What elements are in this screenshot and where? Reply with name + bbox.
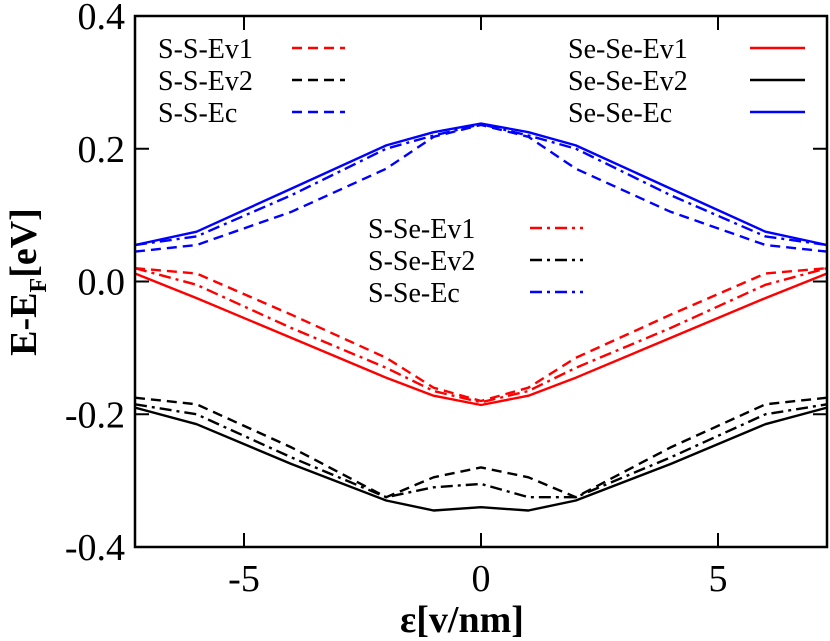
tick-marks bbox=[135, 15, 827, 548]
series-line-s-se-ec bbox=[134, 122, 828, 247]
y-tick-label: -0.2 bbox=[65, 394, 125, 436]
x-tick-label: -5 bbox=[228, 558, 260, 600]
plot-frame bbox=[133, 14, 829, 549]
legend-label-s-s-ev1: S-S-Ev1 bbox=[158, 34, 253, 65]
series-line-se-se-ev2 bbox=[134, 406, 828, 512]
legend-label-se-se-ec: Se-Se-Ec bbox=[568, 98, 672, 129]
series-line-s-s-ev1 bbox=[134, 267, 828, 403]
legend-label-s-s-ec: S-S-Ec bbox=[158, 98, 237, 129]
series-line-s-se-ev1 bbox=[134, 267, 828, 404]
y-axis-label: E-EF[eV] bbox=[3, 208, 52, 356]
series-line-s-s-ev2 bbox=[134, 396, 828, 499]
y-tick-label: 0.0 bbox=[78, 262, 126, 304]
tick-labels: -5 0 5 0.4 0.2 0.0 -0.2 -0.4 bbox=[65, 0, 728, 600]
legend-label-se-se-ev1: Se-Se-Ev1 bbox=[568, 34, 688, 65]
x-tick-label: 0 bbox=[472, 558, 491, 600]
legend-label-se-se-ev2: Se-Se-Ev2 bbox=[568, 66, 688, 97]
x-tick-label: 5 bbox=[708, 558, 727, 600]
series-line-s-s-ec bbox=[134, 123, 828, 253]
legend-label-s-se-ev1: S-Se-Ev1 bbox=[368, 214, 475, 245]
x-axis-label: ε[v/nm] bbox=[400, 599, 524, 641]
series-line-se-se-ec bbox=[134, 122, 828, 247]
series-line-se-se-ev1 bbox=[134, 272, 828, 407]
y-tick-label: -0.4 bbox=[65, 527, 125, 569]
y-tick-label: 0.2 bbox=[78, 129, 126, 171]
y-tick-label: 0.4 bbox=[78, 0, 126, 38]
series-line-s-se-ev2 bbox=[134, 403, 828, 499]
series-lines bbox=[134, 122, 828, 512]
legend-label-s-se-ev2: S-Se-Ev2 bbox=[368, 246, 475, 277]
legend-label-s-s-ev2: S-S-Ev2 bbox=[158, 66, 253, 97]
legend-label-s-se-ec: S-Se-Ec bbox=[368, 278, 460, 309]
